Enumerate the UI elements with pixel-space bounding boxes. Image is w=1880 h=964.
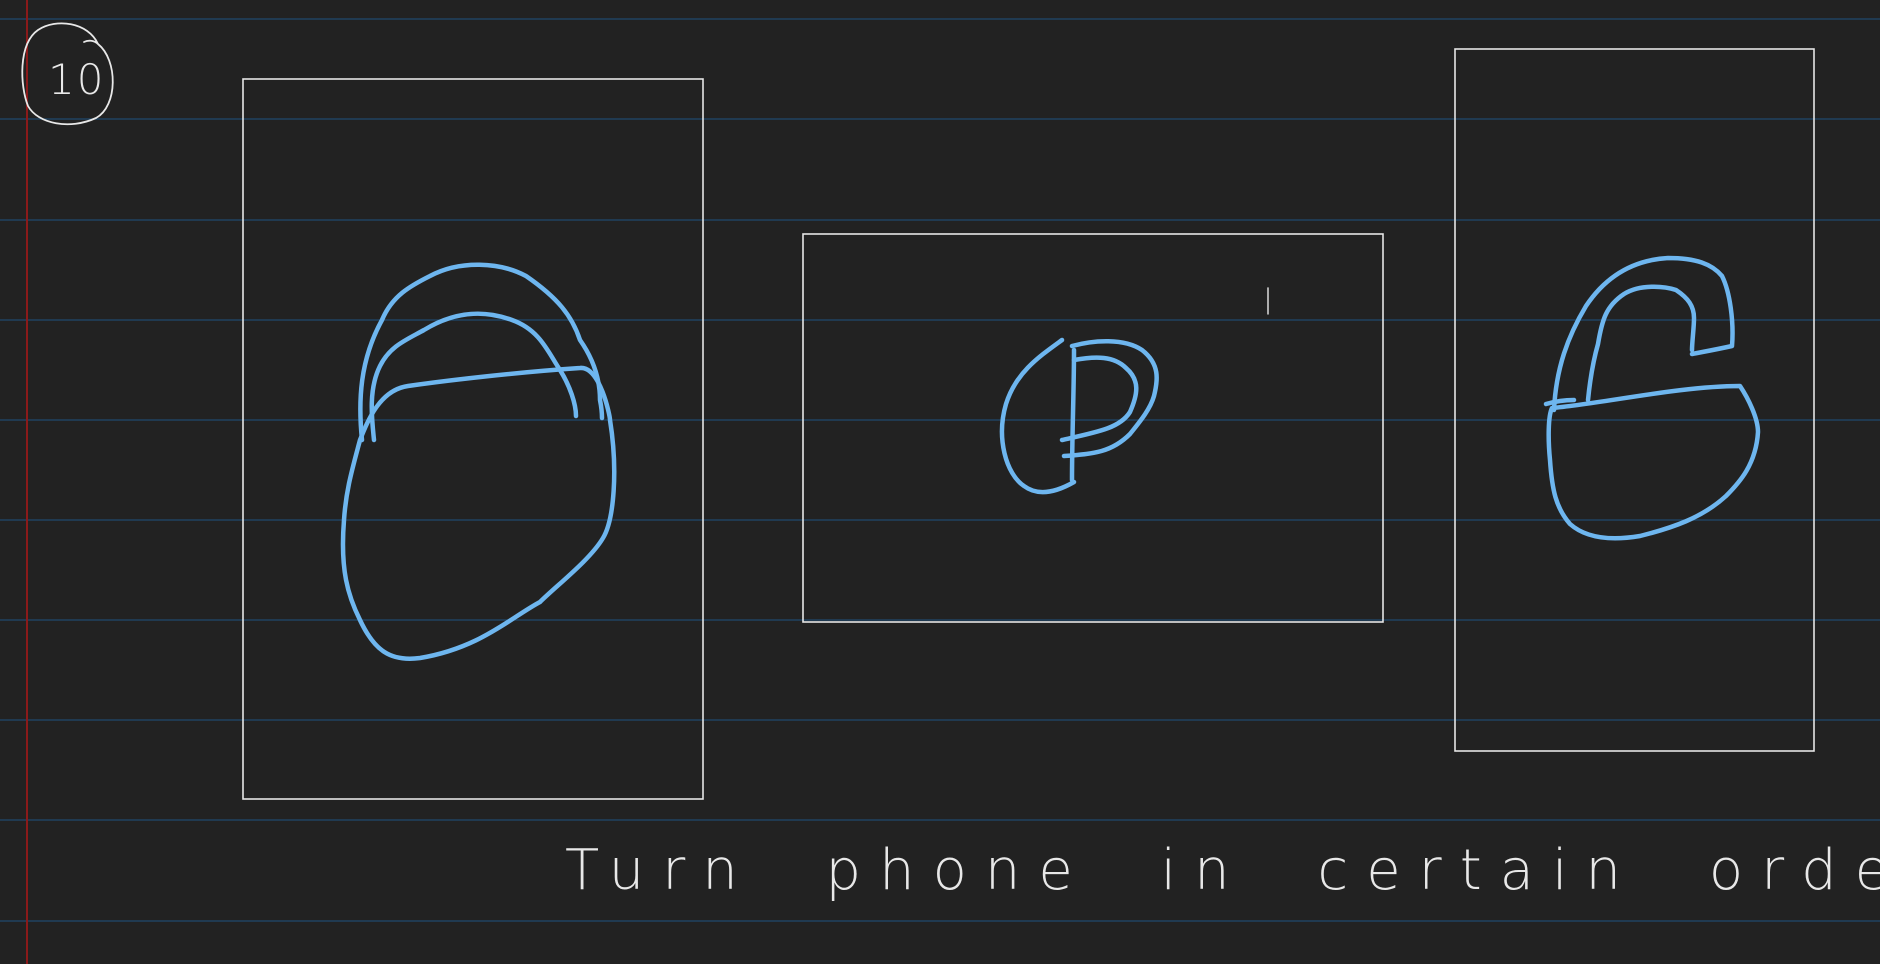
page-number: 10: [48, 55, 106, 104]
p-in-crescent-icon: [999, 337, 1159, 495]
landscape-phone-frame: [802, 233, 1384, 623]
ruled-lines: [0, 18, 1880, 922]
portrait-phone-frame-left: [242, 78, 704, 800]
portrait-phone-frame-right: [1454, 48, 1815, 752]
handwritten-caption: Turn phone in certain order to unlock: [565, 838, 1880, 903]
open-padlock-icon: [1543, 255, 1761, 541]
page-number-circle: [21, 22, 114, 126]
closed-padlock-icon: [340, 262, 617, 661]
